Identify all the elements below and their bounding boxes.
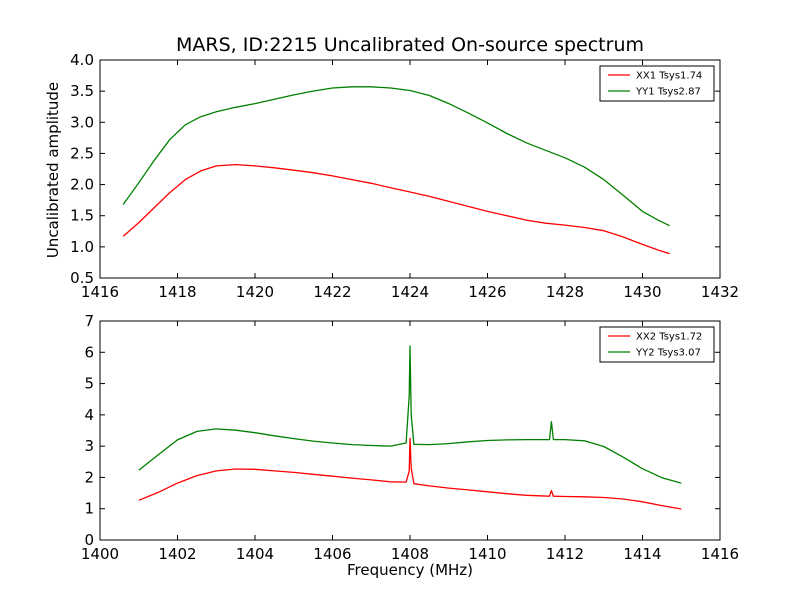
bottom-x-tick-label: 1416 [701,545,739,563]
bottom-y-tick-label: 3 [84,437,94,455]
bottom-y-tick-label: 0 [84,531,94,549]
top-x-tick-label: 1418 [158,283,196,301]
chart-title: MARS, ID:2215 Uncalibrated On-source spe… [175,34,644,56]
top-y-tick-label: 2.5 [70,144,94,162]
top-x-tick-label: 1432 [701,283,739,301]
top-x-tick-label: 1416 [81,283,119,301]
top-legend-label: XX1 Tsys1.74 [636,71,702,82]
bottom-legend-label: XX2 Tsys1.72 [636,332,702,343]
top-x-tick-label: 1424 [391,283,429,301]
bottom-legend-box [599,326,715,363]
top-y-tick-label: 1.0 [70,238,94,256]
bottom-x-tick-label: 1410 [468,545,506,563]
bottom-x-tick-label: 1412 [546,545,584,563]
top-x-tick-label: 1428 [546,283,584,301]
bottom-y-tick-label: 4 [84,406,94,424]
bottom-y-tick-label: 5 [84,375,94,393]
bottom-legend: XX2 Tsys1.72 YY2 Tsys3.07 [599,326,715,363]
bottom-x-tick-label: 1402 [158,545,196,563]
bottom-y-tick-label: 7 [84,312,94,330]
bottom-series-line-2 [138,345,682,484]
bottom-legend-label: YY2 Tsys3.07 [635,348,701,359]
top-x-tick-label: 1430 [623,283,661,301]
top-x-tick-label: 1422 [313,283,351,301]
top-legend-box [599,65,715,102]
bottom-y-tick-label: 2 [84,468,94,486]
bottom-y-tick-label: 1 [84,500,94,518]
top-x-tick-label: 1420 [236,283,274,301]
bottom-x-tick-label: 1404 [236,545,274,563]
top-y-tick-label: 3.0 [70,113,94,131]
bottom-x-axis-label: Frequency (MHz) [346,561,474,579]
top-legend-label: YY1 Tsys2.87 [635,87,701,98]
top-y-tick-label: 2.0 [70,176,94,194]
bottom-x-tick-label: 1400 [81,545,119,563]
bottom-series-line-1 [138,437,682,510]
top-legend: XX1 Tsys1.74 YY1 Tsys2.87 [599,65,715,102]
top-y-tick-label: 0.5 [70,269,94,287]
bottom-x-tick-label: 1414 [623,545,661,563]
top-series-line-1 [122,163,670,255]
top-y-tick-label: 3.5 [70,82,94,100]
top-x-tick-label: 1426 [468,283,506,301]
bottom-y-tick-label: 6 [84,343,94,361]
top-y-tick-label: 4.0 [70,51,94,69]
top-panel: 1416 1418 1420 1422 1424 1426 1428 1430 1432 0.5 1… [70,51,739,301]
bottom-panel: 1400 1402 1404 1406 1408 1410 1412 1414 1416 0 1 2 3… [81,312,739,563]
top-series-line-2 [122,86,670,227]
bottom-x-tick-label: 1406 [313,545,351,563]
top-y-tick-label: 1.5 [70,207,94,225]
bottom-x-tick-label: 1408 [391,545,429,563]
